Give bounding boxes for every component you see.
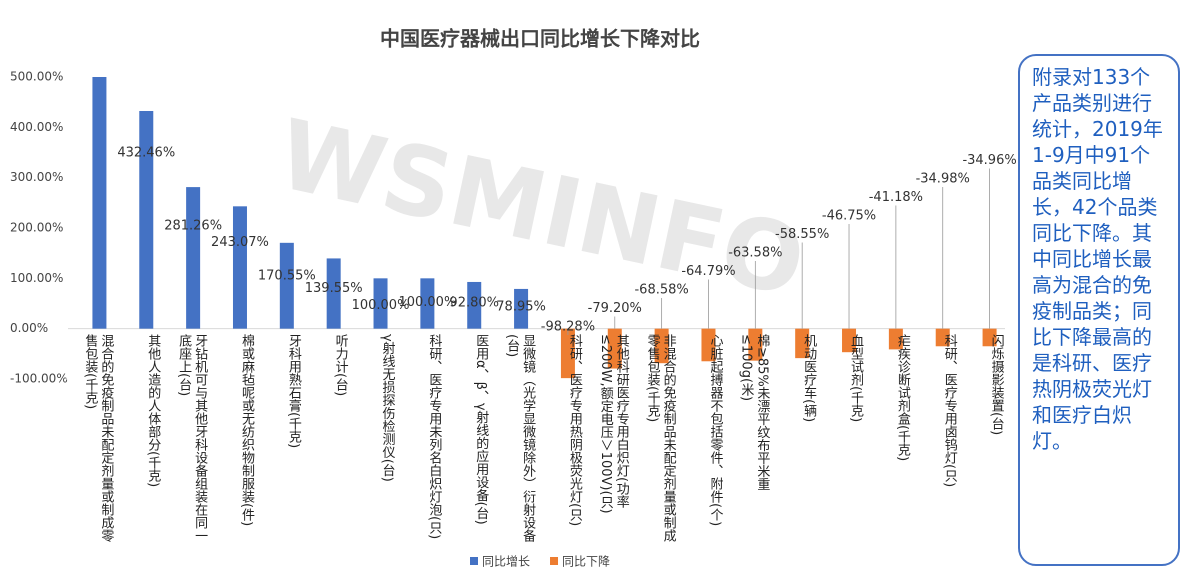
x-tick-label: 棉≥85%未漂平纹布平米重≤100g(米)	[738, 333, 770, 491]
legend-label: 同比增长	[482, 555, 530, 569]
bar	[888, 328, 903, 350]
data-label: -63.58%	[728, 246, 782, 261]
data-label: 432.46%	[117, 145, 175, 160]
bar	[373, 278, 388, 329]
data-label: -34.96%	[962, 153, 1016, 168]
bar	[232, 206, 247, 329]
bar	[935, 328, 950, 347]
x-tick-label: 科研、医疗专用未列名白炽灯泡(只)	[426, 333, 442, 539]
x-tick-label: 棉或麻毡呢或无纺织物制服装(件)	[238, 333, 254, 526]
x-tick-label: 混合的免疫制品未配定剂量或制成零售包装(千克)	[82, 333, 114, 542]
data-label: -98.28%	[541, 320, 595, 335]
x-tick-label: 牙科用熟石膏(千克)	[285, 333, 301, 448]
x-tick-label: 医用α、β、γ射线的应用设备(台)	[473, 333, 489, 525]
x-tick-label: 科研、医疗专用卤钨灯(只)	[941, 333, 957, 487]
data-label: -79.20%	[588, 301, 642, 316]
bar	[748, 328, 763, 361]
x-tick-label: 闪烁摄影装置(台)	[988, 333, 1004, 435]
data-label: -34.98%	[916, 172, 970, 187]
bar	[279, 242, 294, 329]
legend-swatch	[470, 557, 478, 565]
x-tick-label: γ射线无损探伤检测仪(台)	[379, 333, 395, 482]
x-tick-label: 其他人造的人体部分(千克)	[145, 333, 161, 487]
data-label: -64.79%	[681, 264, 735, 279]
x-tick-label: 显微镜（光学显微镜除外）衍射设备(台)	[504, 333, 536, 542]
bar	[326, 258, 341, 329]
bar	[982, 328, 997, 347]
bar	[186, 187, 201, 329]
x-tick-label: 血型试剂(千克)	[848, 333, 864, 422]
data-label: 100.00%	[352, 298, 410, 313]
x-tick-label: 牙钻机可与其他牙科设备组装在同一底座上(台)	[176, 333, 208, 542]
y-tick-label: 400.00%	[10, 120, 63, 134]
data-label: 100.00%	[398, 295, 456, 310]
data-label: -68.58%	[634, 283, 688, 298]
y-tick-label: 100.00%	[10, 271, 63, 285]
bar	[467, 281, 482, 329]
data-label: 281.26%	[164, 219, 222, 234]
bar	[92, 77, 107, 329]
data-label: 139.55%	[305, 281, 363, 296]
x-tick-label: 机动医疗车(辆)	[801, 333, 817, 422]
data-label: 243.07%	[211, 235, 269, 250]
bar	[607, 328, 622, 369]
x-tick-label: 科研、医疗专用热阴极荧光灯(只)	[566, 333, 582, 526]
data-label: -41.18%	[869, 190, 923, 205]
y-tick-label: 0.00%	[10, 321, 48, 335]
bar	[842, 328, 857, 353]
bar	[420, 278, 435, 329]
x-tick-label: 疟疾诊断试剂盒(千克)	[894, 333, 910, 461]
data-label: 170.55%	[258, 268, 316, 283]
bar	[654, 328, 669, 364]
data-label: -58.55%	[775, 227, 829, 242]
legend-swatch	[550, 557, 559, 565]
data-label: 78.95%	[496, 299, 546, 314]
note-box: 附录对133个产品类别进行统计，2019年1-9月中91个品类同比增长，42个品…	[1018, 54, 1180, 566]
x-tick-label: 非混合的免疫制品未配定剂量或制成零售包装(千克)	[644, 333, 676, 542]
bar	[701, 328, 716, 362]
x-tick-label: 心脏起搏器不包括零件、附件(个)	[707, 333, 723, 526]
bar	[139, 110, 154, 329]
bar	[795, 328, 810, 359]
bar	[560, 328, 575, 379]
y-tick-label: 200.00%	[10, 221, 63, 235]
y-tick-label: 300.00%	[10, 170, 63, 184]
y-tick-label: -100.00%	[10, 372, 68, 386]
x-tick-label: 其他科研医疗专用白炽灯(功率≤200W,额定电压＞100V)(只)	[597, 333, 629, 514]
legend-label: 同比下降	[562, 555, 610, 569]
data-label: 92.80%	[449, 295, 499, 310]
x-tick-label: 听力计(台)	[332, 333, 348, 396]
data-label: -46.75%	[822, 209, 876, 224]
bar	[514, 288, 529, 329]
y-tick-label: 500.00%	[10, 70, 63, 84]
chart-title: 中国医疗器械出口同比增长下降对比	[380, 27, 700, 51]
